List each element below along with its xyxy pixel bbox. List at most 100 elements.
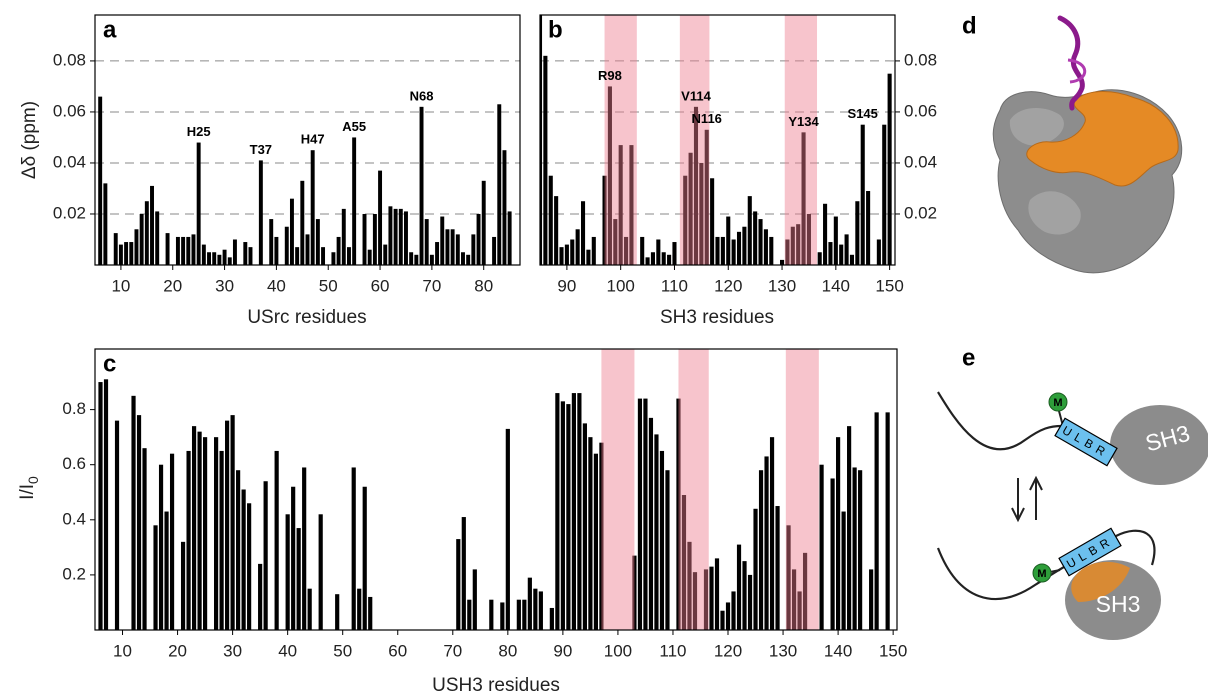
bar: [540, 15, 543, 265]
y-axis-label-main: I/I: [17, 484, 38, 500]
bar: [419, 106, 424, 265]
x-tick-label: 30: [215, 276, 234, 295]
badge: [1032, 563, 1052, 583]
bar-annotation: A55: [342, 119, 366, 134]
bar: [847, 426, 852, 630]
x-tick-label: 70: [443, 641, 462, 660]
panel-label: b: [548, 16, 563, 43]
bar: [113, 233, 118, 265]
bar: [624, 236, 629, 265]
bar: [797, 591, 802, 630]
bar: [207, 252, 211, 265]
bar: [533, 588, 538, 630]
bar: [258, 160, 263, 265]
bar: [640, 236, 645, 265]
highlight-band: [604, 15, 637, 265]
bar: [248, 247, 253, 265]
bar: [632, 555, 637, 630]
bar: [599, 442, 604, 630]
bar: [180, 541, 186, 630]
bar: [307, 588, 312, 630]
bar: [471, 234, 476, 265]
y-tick-label: 0.4: [62, 509, 86, 528]
bar: [291, 486, 296, 630]
bar: [118, 244, 123, 265]
bar: [124, 242, 129, 265]
plot-area: [95, 60, 520, 265]
bar: [217, 254, 222, 265]
bar: [828, 242, 833, 265]
bar: [591, 236, 596, 265]
highlight-band: [785, 349, 819, 630]
bar: [197, 431, 202, 630]
highlight-band: [678, 349, 709, 630]
bar: [201, 244, 206, 265]
plot-area: [98, 349, 890, 630]
chain: [1115, 529, 1156, 566]
bar: [247, 503, 252, 630]
bar: [693, 106, 699, 265]
y-tick-label: 0.06: [53, 101, 86, 120]
x-tick-label: 140: [822, 276, 850, 295]
x-tick-label: 80: [474, 276, 493, 295]
bar: [165, 233, 170, 265]
bar: [445, 229, 450, 265]
bar: [274, 236, 279, 265]
bar: [455, 234, 460, 265]
bar: [492, 236, 497, 265]
bar: [315, 219, 320, 265]
bar: [791, 569, 797, 630]
bar: [876, 239, 881, 265]
bar: [683, 175, 688, 265]
bar: [129, 242, 134, 265]
bar: [559, 247, 564, 265]
y-tick-label: 0.08: [53, 50, 86, 69]
bar: [103, 183, 108, 265]
bar: [222, 249, 227, 265]
bar: [753, 211, 758, 265]
bar: [885, 412, 890, 630]
y-axis-label: Δδ (ppm): [19, 101, 40, 179]
bar: [645, 257, 650, 265]
bar: [720, 610, 725, 630]
bar: [736, 544, 742, 630]
motif-rect: [1054, 417, 1118, 467]
bar: [243, 242, 248, 265]
x-tick-label: 60: [388, 641, 407, 660]
bar: [769, 437, 775, 630]
bar: [516, 599, 521, 630]
bar: [577, 393, 582, 630]
bar-annotation: N116: [692, 111, 722, 126]
peptide-ribbon-helix: [1067, 58, 1087, 84]
bar: [790, 226, 795, 265]
y-tick-label: 0.8: [62, 399, 86, 418]
plot-frame: [94, 14, 521, 266]
bar: [300, 180, 305, 265]
bar: [435, 242, 440, 265]
bar: [665, 470, 670, 630]
bar: [227, 257, 232, 265]
bar: [629, 145, 634, 265]
bar: [786, 525, 791, 630]
panel-label: a: [103, 16, 117, 43]
bar: [654, 434, 659, 630]
bar: [852, 467, 857, 630]
motif-rect: [1058, 527, 1122, 577]
y-axis-label: I/I0: [17, 476, 41, 500]
bar: [726, 216, 731, 265]
sh3-domain: [1110, 405, 1208, 485]
bar: [155, 211, 160, 265]
bar: [692, 572, 698, 630]
bar: [302, 467, 307, 630]
bar-annotation: N68: [410, 88, 434, 103]
bar: [643, 398, 648, 630]
bar: [607, 86, 612, 265]
contact-patch: [1071, 561, 1130, 602]
x-tick-label: 150: [875, 276, 903, 295]
bar: [676, 398, 681, 630]
bar: [769, 236, 774, 265]
x-tick-label: 90: [553, 641, 572, 660]
bar: [331, 252, 336, 265]
bar: [225, 420, 230, 630]
bar: [258, 563, 263, 630]
